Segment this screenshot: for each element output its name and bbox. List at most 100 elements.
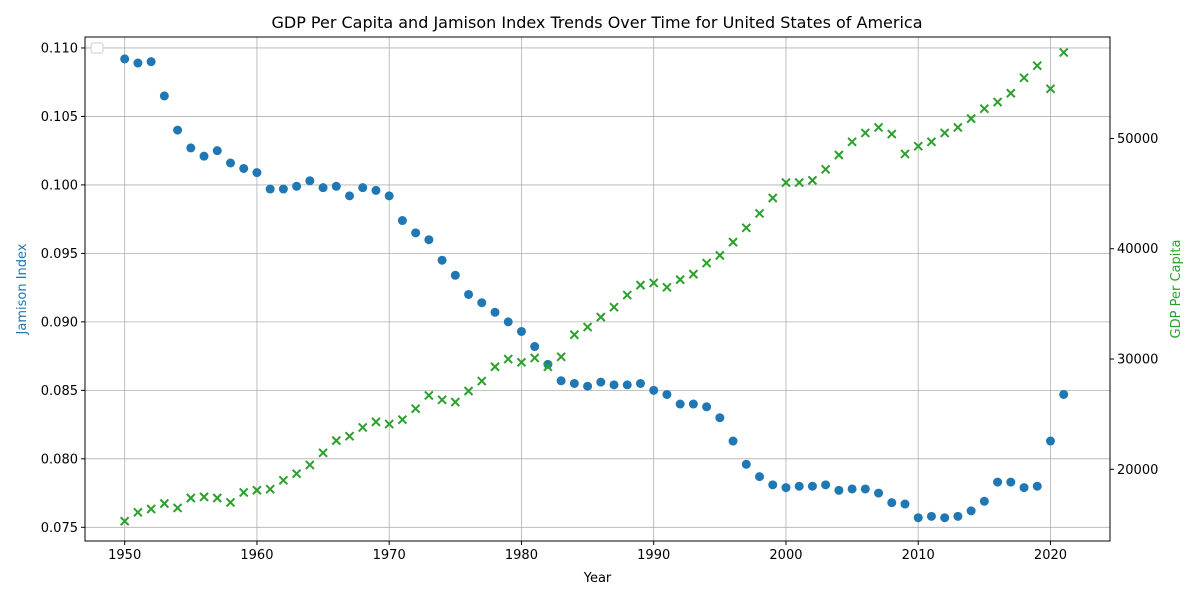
gdp-point [569, 330, 580, 340]
jamison-point [993, 477, 1003, 487]
jamison-series [120, 54, 1069, 523]
gdp-point [1059, 47, 1069, 58]
jamison-point [464, 289, 474, 299]
gdp-point [900, 149, 910, 159]
gdp-point [834, 150, 844, 160]
jamison-point [702, 402, 712, 412]
gdp-point [291, 469, 302, 479]
x-tick-label: 2020 [1034, 548, 1067, 563]
gdp-point [596, 312, 606, 322]
gdp-point [701, 258, 712, 268]
jamison-point [318, 183, 328, 193]
gdp-point [410, 403, 421, 414]
gdp-point [622, 290, 632, 300]
gdp-point [847, 137, 857, 147]
gdp-point [424, 390, 434, 401]
jamison-point [741, 459, 751, 469]
gdp-point [939, 128, 950, 138]
gdp-point [331, 435, 341, 446]
gdp-point [252, 485, 262, 495]
gdp-point [159, 498, 170, 509]
jamison-point [913, 513, 923, 523]
gdp-point [662, 282, 672, 293]
jamison-point [345, 191, 355, 201]
gdp-point [768, 193, 778, 203]
jamison-point [199, 151, 209, 161]
gdp-point [186, 493, 196, 503]
right-tick-label: 30000 [1117, 353, 1158, 368]
gdp-point [979, 103, 990, 114]
gdp-point [649, 278, 659, 288]
gdp-point [133, 507, 143, 518]
gdp-point [119, 516, 130, 526]
gdp-point [450, 397, 461, 407]
x-tick-label: 1990 [637, 548, 670, 563]
jamison-point [239, 163, 249, 173]
jamison-point [503, 317, 513, 327]
gdp-point [397, 414, 408, 425]
gdp-point [820, 164, 831, 175]
jamison-point [781, 483, 791, 493]
right-axis-title: GDP Per Capita [1169, 240, 1184, 339]
legend-box [90, 42, 104, 54]
gdp-point [913, 141, 923, 151]
jamison-point [278, 184, 288, 194]
jamison-point [212, 146, 222, 156]
jamison-point [688, 399, 698, 409]
gdp-point [953, 122, 963, 133]
left-tick-label: 0.090 [41, 315, 78, 330]
jamison-point [940, 513, 950, 523]
jamison-point [252, 168, 262, 178]
gdp-point [873, 122, 884, 133]
gdp-point [635, 280, 646, 290]
jamison-point [728, 436, 738, 446]
jamison-point [437, 255, 447, 265]
gdp-point [146, 504, 156, 514]
gdp-point [490, 362, 500, 372]
gdp-point [754, 208, 765, 219]
gdp-point [715, 250, 725, 261]
jamison-point [305, 176, 315, 186]
gdp-point [358, 422, 368, 433]
x-axis-ticks: 1950 1960 1970 1980 1990 2000 2010 2020 [108, 541, 1067, 563]
gdp-point [1045, 84, 1056, 94]
jamison-point [159, 91, 169, 101]
jamison-point [1032, 481, 1042, 491]
gdp-point [437, 395, 447, 405]
chart-title: GDP Per Capita and Jamison Index Trends … [271, 13, 922, 32]
jamison-point [715, 413, 725, 423]
gdp-point [543, 362, 553, 372]
jamison-point [755, 472, 765, 482]
gdp-point [887, 129, 897, 139]
jamison-point [133, 58, 143, 68]
gdp-point [371, 417, 381, 427]
right-tick-label: 50000 [1117, 132, 1158, 147]
gdp-point [860, 128, 871, 138]
jamison-point [834, 485, 844, 495]
jamison-point [1019, 483, 1029, 493]
left-tick-label: 0.080 [41, 452, 78, 467]
left-tick-label: 0.095 [41, 247, 78, 262]
jamison-point [900, 499, 910, 509]
jamison-point [292, 181, 302, 191]
gdp-point [384, 419, 394, 429]
gdp-point [966, 113, 976, 124]
jamison-point [847, 484, 857, 494]
gdp-point [516, 357, 527, 368]
jamison-point [225, 158, 235, 168]
gdp-point [556, 352, 566, 362]
left-tick-label: 0.100 [41, 178, 78, 193]
jamison-point [569, 379, 579, 388]
x-tick-label: 1970 [373, 548, 406, 563]
x-axis-title: Year [583, 571, 612, 586]
gdp-point [503, 354, 513, 364]
jamison-point [331, 181, 341, 191]
gdp-point [463, 386, 474, 396]
jamison-point [622, 380, 632, 390]
gdp-point [926, 137, 937, 147]
right-tick-label: 40000 [1117, 242, 1158, 257]
jamison-point [807, 481, 817, 491]
jamison-point [371, 185, 381, 195]
gdp-point [582, 322, 593, 332]
gdp-point [239, 487, 249, 498]
